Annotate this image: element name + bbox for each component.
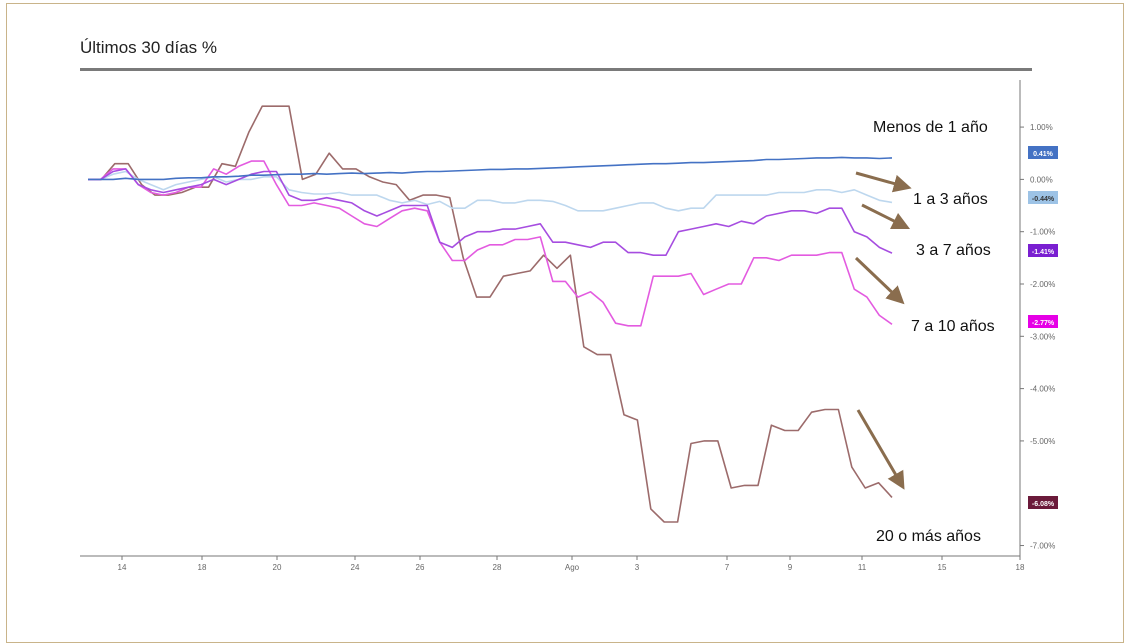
chart-title: Últimos 30 días %	[80, 38, 217, 57]
label-7-a-10-anos: 7 a 10 años	[911, 318, 995, 335]
x-tick-label: 11	[858, 563, 867, 572]
value-badge-1	[1028, 146, 1058, 159]
series-line-4	[88, 160, 893, 327]
trend-arrow-3	[854, 256, 905, 305]
series-line-5	[88, 105, 893, 523]
value-badge-5	[1028, 496, 1058, 509]
x-tick-label: 3	[635, 563, 640, 572]
y-tick-label: -2.00%	[1030, 280, 1055, 289]
trend-arrow-1	[855, 171, 912, 193]
x-tick-label: 7	[725, 563, 730, 572]
x-tick-label: 26	[416, 563, 425, 572]
value-badge-3	[1028, 244, 1058, 257]
y-tick-label: -3.00%	[1030, 332, 1055, 341]
x-tick-label: 9	[788, 563, 793, 572]
x-tick-label: 20	[273, 563, 282, 572]
value-badge-text-1: 0.41%	[1033, 151, 1054, 158]
trend-arrows	[854, 171, 912, 490]
value-badge-2	[1028, 191, 1058, 204]
chart-frame	[6, 3, 1124, 643]
x-tick-label: 24	[351, 563, 360, 572]
title-rule	[80, 68, 1032, 71]
trend-arrow-4	[856, 409, 905, 490]
series-line-1	[88, 156, 893, 181]
y-tick-label: -7.00%	[1030, 542, 1055, 551]
axes: 14 18 20 24 26 28 Ago 3 7 9 11 15 18 1.00% 0.00% -1.00%…	[80, 80, 1055, 572]
label-20-o-mas-anos: 20 o más años	[876, 528, 981, 545]
x-tick-label: 28	[493, 563, 502, 572]
y-tick-label: -4.00%	[1030, 385, 1055, 394]
label-3-a-7-anos: 3 a 7 años	[916, 242, 991, 259]
x-tick-label: 18	[198, 563, 207, 572]
series-line-3	[88, 168, 893, 256]
value-badge-text-4: -2.77%	[1032, 320, 1055, 327]
value-badge-4	[1028, 315, 1058, 328]
x-tick-label: Ago	[565, 563, 580, 572]
label-1-a-3-anos: 1 a 3 años	[913, 191, 988, 208]
x-tick-label: 14	[118, 563, 127, 572]
y-tick-label: -5.00%	[1030, 437, 1055, 446]
y-tick-label: 0.00%	[1030, 175, 1053, 184]
x-tick-label: 18	[1016, 563, 1025, 572]
series-line-2	[88, 170, 893, 212]
x-tick-label: 15	[938, 563, 947, 572]
y-tick-label: -1.00%	[1030, 228, 1055, 237]
value-badge-text-3: -1.41%	[1032, 249, 1055, 256]
label-menos-1-ano: Menos de 1 año	[873, 119, 988, 136]
series-lines	[88, 105, 893, 523]
y-tick-label: 1.00%	[1030, 123, 1053, 132]
trend-arrow-2	[861, 203, 911, 230]
value-badges: 0.41% -0.44% -1.41% -2.77% -6.08%	[1028, 146, 1058, 509]
value-badge-text-5: -6.08%	[1032, 501, 1055, 508]
value-badge-text-2: -0.44%	[1032, 196, 1055, 203]
